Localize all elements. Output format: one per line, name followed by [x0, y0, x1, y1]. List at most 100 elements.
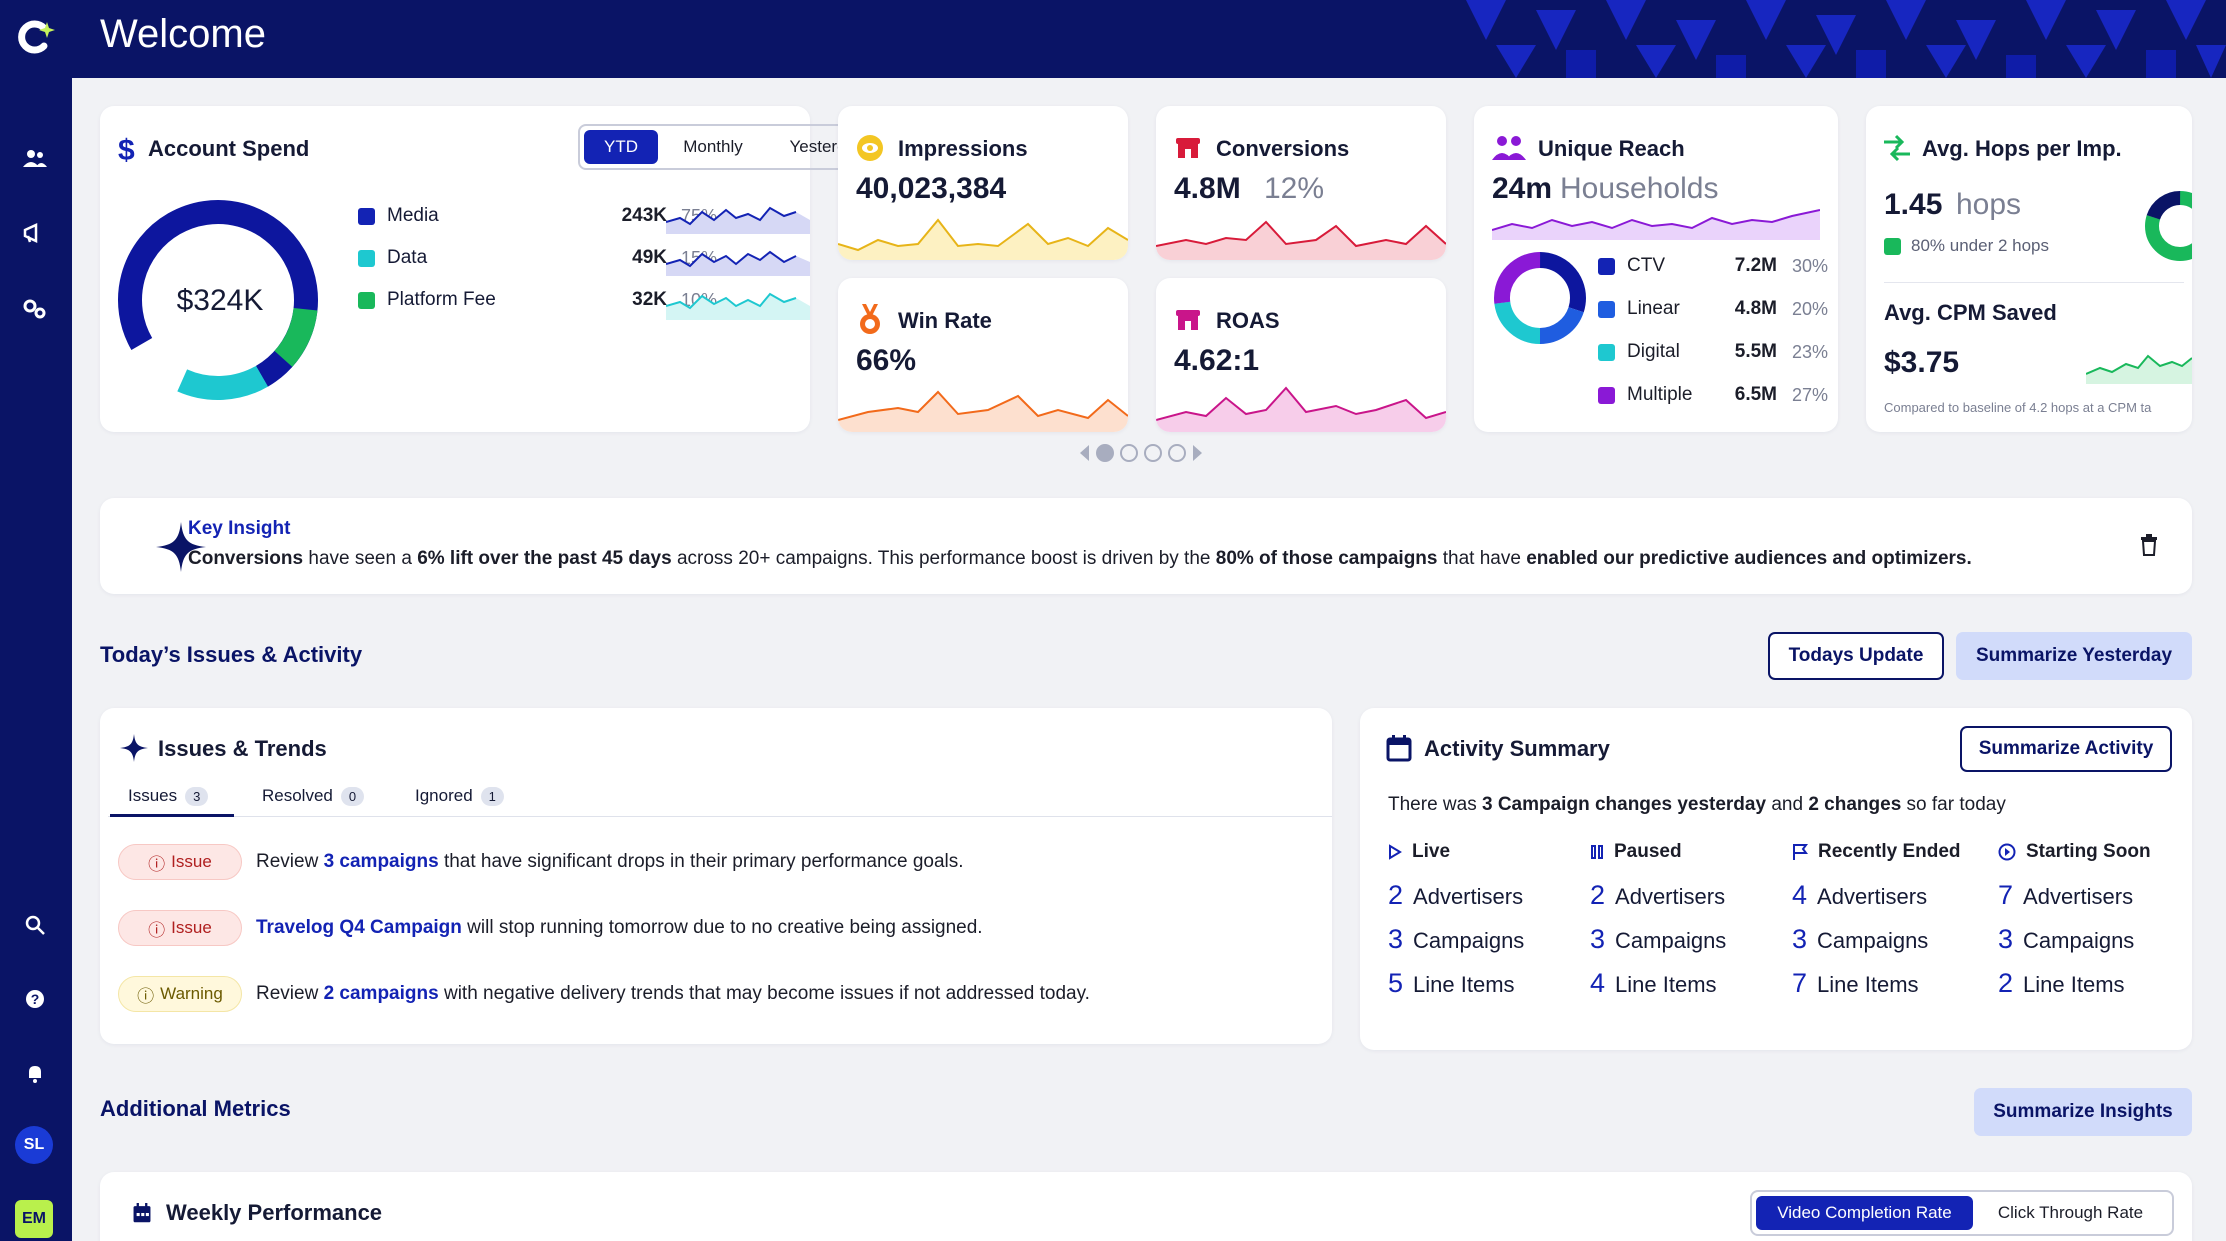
users-icon[interactable] — [20, 144, 50, 174]
help-icon[interactable]: ? — [20, 984, 50, 1014]
label: Advertisers — [1413, 884, 1524, 909]
campaigns-line[interactable]: 3 Campaigns — [1590, 924, 1790, 954]
megaphone-icon[interactable] — [20, 218, 50, 248]
summary-part: 3 Campaign changes yesterday — [1481, 794, 1767, 815]
count: 3 — [1792, 924, 1808, 954]
next-arrow-icon[interactable] — [1192, 444, 1204, 462]
issue-badge: ⓘ Issue — [118, 844, 242, 880]
activity-summary-text: There was 3 Campaign changes yesterday a… — [1388, 794, 2006, 816]
account-spend-card: $ Account Spend YTD Monthly Yesterday $3… — [100, 106, 892, 432]
spend-total: $324K — [176, 284, 264, 317]
issue-link[interactable]: 2 campaigns — [323, 983, 439, 1004]
carousel-dot[interactable] — [1096, 444, 1114, 462]
carousel-dot[interactable] — [1144, 444, 1162, 462]
header-pattern — [1466, 0, 2226, 78]
conversions-card: Conversions 4.8M 12% — [1156, 106, 1446, 260]
carousel-dot[interactable] — [1120, 444, 1138, 462]
tab-label: Ignored — [415, 786, 473, 805]
users-icon — [1492, 136, 1526, 160]
reach-pct: 20% — [1791, 298, 1828, 319]
col-head-label: Starting Soon — [2026, 841, 2151, 862]
avatar-sl[interactable]: SL — [15, 1126, 53, 1164]
platform-fee-swatch — [358, 291, 375, 309]
reach-label: Digital — [1627, 341, 1680, 362]
line-items-line[interactable]: 4 Line Items — [1590, 968, 1790, 998]
spend-value: 49K — [632, 247, 667, 268]
count: 2 — [1998, 968, 2014, 998]
carousel-dot[interactable] — [1168, 444, 1186, 462]
spend-row-data: Data 49K 15% — [358, 244, 918, 272]
reach-row-ctv: CTV 7.2M 30% — [1598, 252, 1828, 280]
tab-issues[interactable]: Issues 3 — [128, 786, 209, 806]
badge-label: Issue — [171, 852, 212, 871]
tab-label: Issues — [128, 786, 178, 805]
reach-label: Linear — [1627, 298, 1680, 319]
issue-link[interactable]: Travelog Q4 Campaign — [256, 917, 462, 938]
label: Advertisers — [1615, 884, 1726, 909]
tab-video-completion-rate[interactable]: Video Completion Rate — [1756, 1196, 1973, 1230]
label: Line Items — [2023, 972, 2125, 997]
advertisers-line[interactable]: 2 Advertisers — [1388, 880, 1588, 910]
campaigns-line[interactable]: 3 Campaigns — [1792, 924, 1992, 954]
line-items-line[interactable]: 7 Line Items — [1792, 968, 1992, 998]
reach-pct: 30% — [1791, 255, 1828, 276]
warning-badge: ⓘ Warning — [118, 976, 242, 1012]
issue-link[interactable]: 3 campaigns — [323, 851, 439, 872]
conversions-title: Conversions — [1216, 136, 1350, 161]
tab-count: 3 — [185, 786, 209, 806]
bell-icon[interactable] — [20, 1058, 50, 1088]
count: 2 — [1590, 880, 1606, 910]
campaigns-line[interactable]: 3 Campaigns — [1388, 924, 1588, 954]
logo-icon[interactable] — [14, 16, 56, 58]
advertisers-line[interactable]: 2 Advertisers — [1590, 880, 1790, 910]
tab-monthly[interactable]: Monthly — [683, 137, 743, 156]
activity-col-live: Live 2 Advertisers 3 Campaigns 5 Line Items — [1388, 838, 1588, 998]
search-icon[interactable] — [20, 910, 50, 940]
tab-ytd[interactable]: YTD — [584, 130, 658, 164]
insight-text: Conversions have seen a 6% lift over the… — [188, 548, 1972, 570]
campaigns-line[interactable]: 3 Campaigns — [1998, 924, 2198, 954]
additional-metrics-title: Additional Metrics — [100, 1096, 291, 1121]
advertisers-line[interactable]: 4 Advertisers — [1792, 880, 1992, 910]
label: Campaigns — [1615, 928, 1727, 953]
spend-value: 32K — [632, 289, 667, 310]
issues-section-title: Today’s Issues & Activity — [100, 642, 363, 667]
line-items-line[interactable]: 2 Line Items — [1998, 968, 2198, 998]
advertisers-line[interactable]: 7 Advertisers — [1998, 880, 2198, 910]
sidebar: ? SL EM — [0, 0, 72, 1241]
unique-reach-value: 24m — [1492, 172, 1553, 205]
spend-label: Media — [387, 205, 439, 226]
impressions-card: Impressions 40,023,384 — [838, 106, 1128, 260]
carousel-pager — [1078, 444, 1204, 462]
summarize-yesterday-button[interactable]: Summarize Yesterday — [1956, 632, 2192, 680]
spend-donut — [117, 200, 318, 400]
reach-value: 4.8M — [1734, 298, 1777, 319]
hops-title: Avg. Hops per Imp. — [1922, 136, 2122, 161]
prev-arrow-icon[interactable] — [1078, 444, 1090, 462]
trash-icon[interactable] — [2140, 534, 2158, 556]
hops-value: 1.45 — [1884, 188, 1943, 221]
tab-resolved[interactable]: Resolved 0 — [262, 786, 365, 806]
tab-click-through-rate[interactable]: Click Through Rate — [1997, 1203, 2144, 1222]
settings-icon[interactable] — [20, 294, 50, 324]
issue-post: will stop running tomorrow due to no cre… — [461, 917, 983, 938]
play-icon — [1389, 844, 1402, 860]
hops-swatch — [1884, 237, 1901, 255]
media-swatch — [358, 207, 375, 225]
insight-part: 6% lift over the past 45 days — [417, 548, 672, 569]
conversions-sparkline — [1156, 220, 1446, 260]
insight-title: Key Insight — [188, 518, 291, 539]
line-items-line[interactable]: 5 Line Items — [1388, 968, 1588, 998]
col-head-label: Live — [1412, 841, 1451, 862]
issue-pre: Review — [256, 851, 324, 872]
tab-ignored[interactable]: Ignored 1 — [415, 786, 504, 806]
todays-update-button[interactable]: Todays Update — [1768, 632, 1944, 680]
summarize-activity-button[interactable]: Summarize Activity — [1960, 726, 2172, 772]
summarize-insights-button[interactable]: Summarize Insights — [1974, 1088, 2192, 1136]
avatar-em[interactable]: EM — [15, 1200, 53, 1238]
key-insight-card: Key Insight Conversions have seen a 6% l… — [100, 498, 2192, 594]
win-rate-value: 66% — [856, 344, 917, 377]
activity-title: Activity Summary — [1424, 736, 1610, 761]
account-spend-title: Account Spend — [148, 136, 310, 161]
